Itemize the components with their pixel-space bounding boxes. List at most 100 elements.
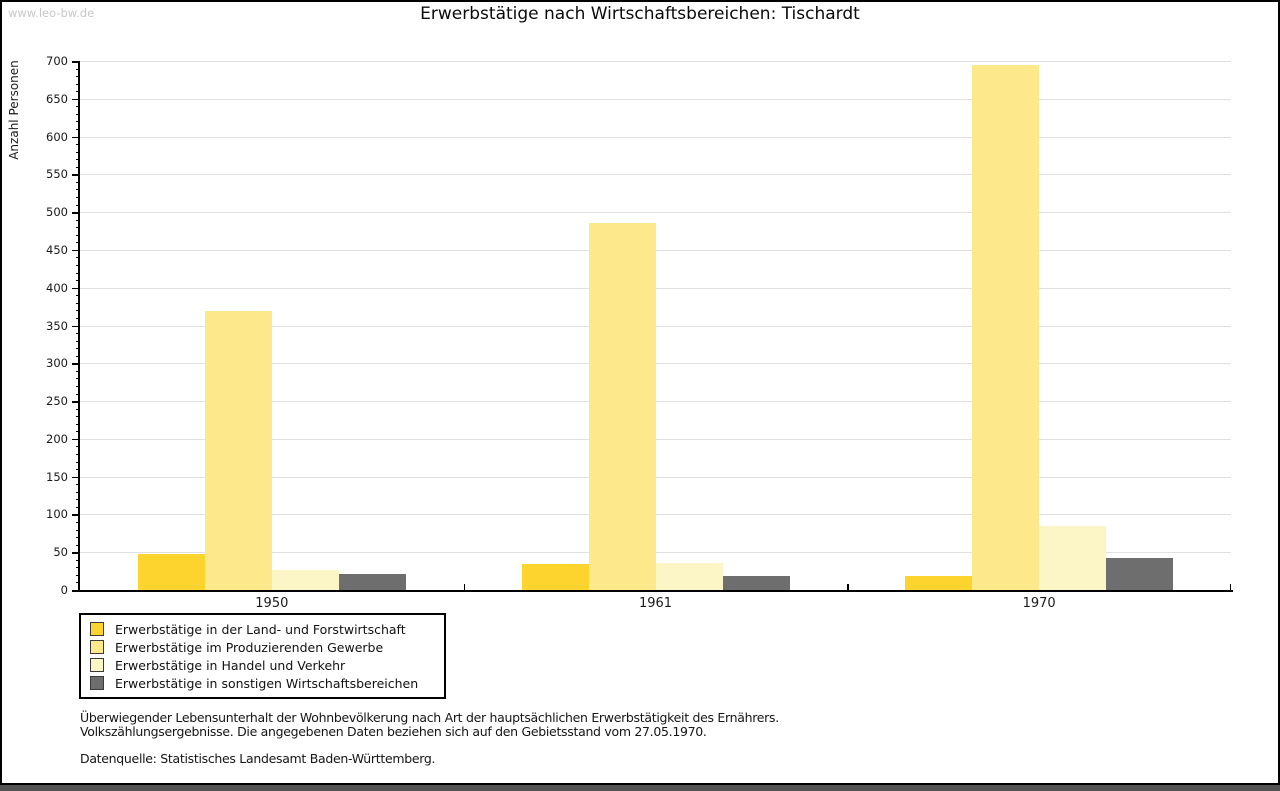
- y-tick: [75, 106, 80, 108]
- bar-series1-1970: [905, 576, 973, 590]
- y-tick: [75, 574, 80, 576]
- y-tick: [75, 242, 80, 244]
- y-gridline: [80, 249, 1231, 251]
- chart-notes: Überwiegender Lebensunterhalt der Wohnbe…: [80, 711, 779, 766]
- y-tick: [75, 491, 80, 493]
- y-tick: [72, 363, 80, 365]
- bar-series3-1961: [655, 562, 723, 590]
- y-tick: [72, 249, 80, 252]
- y-tick: [75, 506, 80, 508]
- site-watermark: www.leo-bw.de: [8, 6, 95, 20]
- y-tick-label: 0: [60, 583, 68, 597]
- x-axis-end-tick: [1229, 584, 1231, 590]
- y-tick: [72, 98, 80, 101]
- legend-item: Erwerbstätige in sonstigen Wirtschaftsbe…: [90, 674, 435, 692]
- x-tick-label: 1950: [255, 596, 289, 611]
- y-tick: [75, 469, 80, 471]
- y-tick-label: 150: [46, 469, 68, 484]
- y-tick: [75, 355, 80, 357]
- y-gridline: [80, 552, 1231, 554]
- y-tick: [75, 280, 80, 282]
- data-source: Datenquelle: Statistisches Landesamt Bad…: [80, 751, 436, 766]
- y-tick: [75, 393, 80, 395]
- chart-title: Erwerbstätige nach Wirtschaftsbereichen:…: [420, 4, 860, 24]
- y-gridline: [80, 363, 1231, 365]
- legend-swatch-icon: [90, 640, 104, 654]
- y-tick: [75, 91, 80, 93]
- y-tick-label: 250: [46, 394, 68, 409]
- y-tick-label: 200: [46, 431, 68, 446]
- y-tick: [75, 121, 80, 123]
- bar-series3-1970: [1039, 525, 1107, 590]
- bar-series1-1961: [521, 564, 589, 590]
- y-tick: [72, 325, 80, 327]
- legend-item: Erwerbstätige in der Land- und Forstwirt…: [90, 620, 435, 638]
- y-tick-label: 650: [46, 91, 68, 106]
- y-tick: [75, 340, 80, 342]
- y-tick: [72, 61, 80, 63]
- y-tick: [75, 76, 80, 78]
- x-tick-label: 1970: [1022, 596, 1056, 611]
- y-tick: [75, 521, 80, 523]
- y-tick-label: 700: [46, 54, 68, 68]
- y-gridline: [80, 136, 1231, 138]
- y-tick-label: 450: [46, 242, 68, 257]
- y-gridline: [80, 287, 1231, 289]
- y-tick: [75, 446, 80, 448]
- y-gridline: [80, 514, 1231, 516]
- y-axis-line: [78, 61, 80, 592]
- legend: Erwerbstätige in der Land- und Forstwirt…: [79, 613, 446, 699]
- y-tick-label: 600: [46, 129, 68, 144]
- y-tick: [72, 552, 80, 554]
- y-tick: [72, 287, 80, 290]
- y-gridline: [80, 325, 1231, 327]
- y-tick: [75, 408, 80, 410]
- y-gridline: [80, 401, 1231, 403]
- y-tick: [75, 151, 80, 153]
- y-tick: [72, 438, 80, 441]
- y-tick: [75, 333, 80, 335]
- y-tick: [75, 83, 80, 85]
- y-tick: [75, 265, 80, 267]
- y-tick-label: 350: [46, 318, 68, 333]
- y-tick-label: 550: [46, 167, 68, 182]
- y-tick: [75, 302, 80, 304]
- x-category-tick: [463, 584, 466, 590]
- y-tick-label: 500: [46, 205, 68, 220]
- y-tick: [72, 514, 80, 516]
- y-tick: [75, 499, 80, 501]
- y-gridline: [80, 438, 1231, 440]
- y-gridline: [80, 174, 1231, 176]
- y-tick: [72, 590, 80, 592]
- y-tick: [75, 166, 80, 168]
- y-tick: [75, 567, 80, 569]
- y-tick: [75, 431, 80, 433]
- y-tick-label: 50: [53, 545, 68, 560]
- y-tick: [72, 136, 80, 139]
- y-tick: [75, 416, 80, 418]
- y-tick: [75, 204, 80, 206]
- y-tick: [75, 227, 80, 229]
- y-tick: [75, 582, 80, 584]
- bar-series1-1950: [137, 553, 205, 590]
- y-tick: [75, 234, 80, 236]
- y-tick: [72, 476, 80, 479]
- y-tick: [75, 423, 80, 425]
- bar-series2-1970: [972, 64, 1040, 590]
- legend-swatch-icon: [90, 622, 104, 636]
- y-tick: [75, 529, 80, 531]
- y-tick: [75, 348, 80, 350]
- y-tick: [75, 317, 80, 319]
- y-tick: [75, 159, 80, 161]
- y-tick: [75, 370, 80, 372]
- y-tick: [75, 272, 80, 274]
- legend-label: Erwerbstätige im Produzierenden Gewerbe: [115, 639, 384, 655]
- y-tick: [72, 174, 80, 176]
- y-tick: [75, 68, 80, 70]
- y-tick-label: 100: [46, 507, 68, 522]
- y-tick: [75, 453, 80, 455]
- bar-series2-1950: [204, 311, 272, 590]
- y-tick: [75, 295, 80, 297]
- bar-series2-1961: [588, 223, 656, 590]
